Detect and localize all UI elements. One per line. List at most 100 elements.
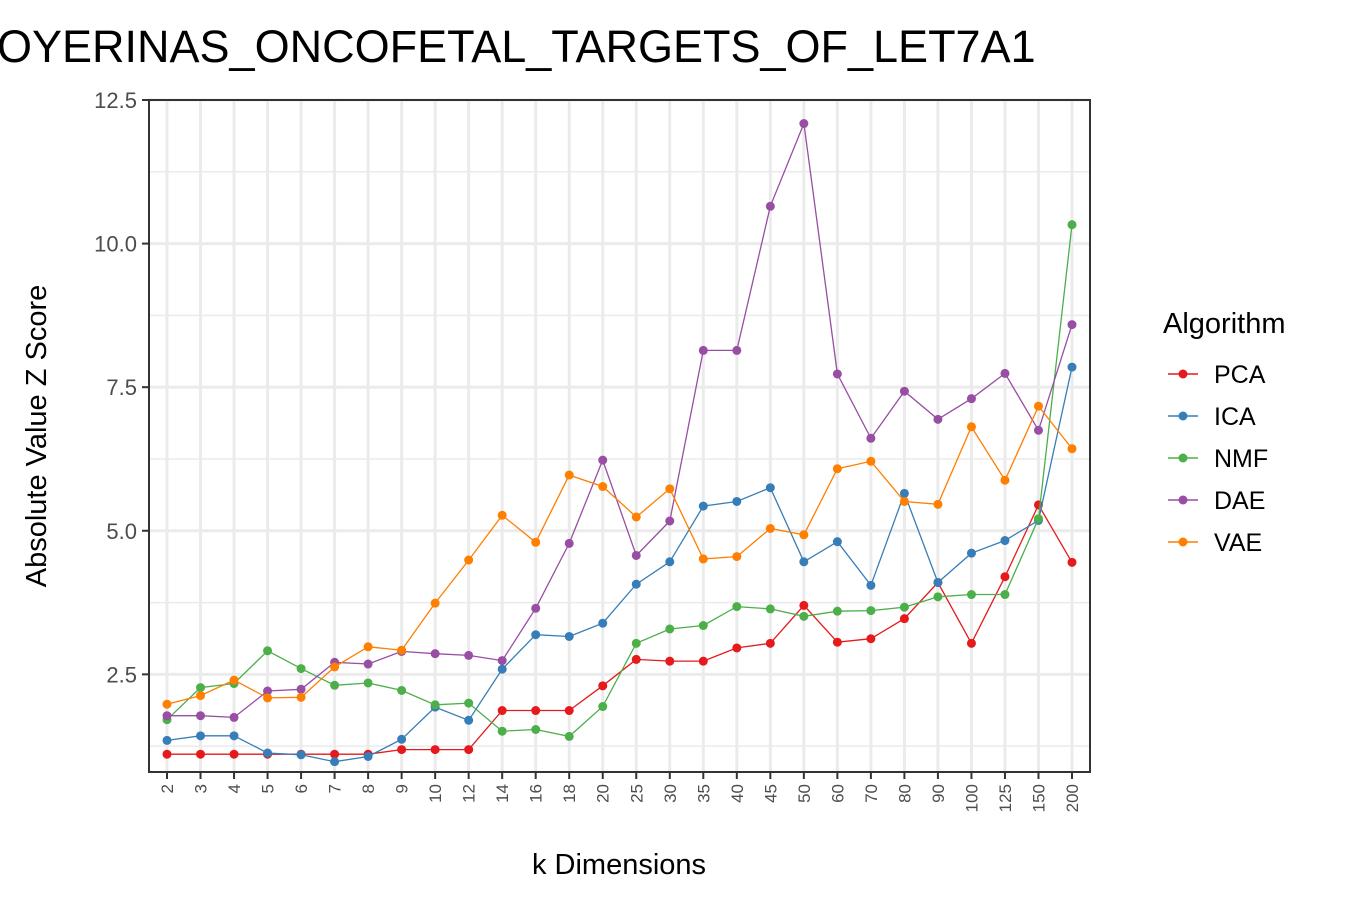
- data-point-nmf: [899, 602, 909, 612]
- data-point-nmf: [631, 638, 641, 648]
- series-line-nmf: [166, 224, 1073, 738]
- data-point-pca: [598, 681, 608, 691]
- x-axis-title: k Dimensions: [532, 849, 706, 881]
- legend-label: NMF: [1214, 445, 1268, 473]
- gridlines: [149, 98, 1090, 772]
- data-point-dae: [1000, 368, 1010, 378]
- x-tick-label: 35: [694, 784, 713, 803]
- data-point-dae: [430, 649, 440, 659]
- data-point-vae: [966, 422, 976, 432]
- x-tick-label: 125: [996, 784, 1015, 812]
- data-point-vae: [296, 692, 306, 702]
- data-point-pca: [196, 749, 206, 759]
- data-point-vae: [397, 645, 407, 655]
- axes: 2.55.07.510.012.52 3 4 5 6 7 8 9 10 12 14 16 18 20 25 3…: [94, 88, 1082, 812]
- data-point-ica: [598, 618, 608, 628]
- data-point-vae: [564, 470, 574, 480]
- data-point-nmf: [263, 646, 273, 656]
- data-point-pca: [698, 656, 708, 666]
- x-tick-label: 50: [795, 784, 814, 803]
- data-point-pca: [430, 745, 440, 755]
- data-point-nmf: [196, 683, 206, 693]
- x-tick-label: 45: [761, 784, 780, 803]
- data-point-ica: [1000, 536, 1010, 546]
- data-point-nmf: [497, 726, 507, 736]
- data-point-pca: [665, 656, 675, 666]
- data-point-vae: [631, 512, 641, 522]
- data-point-dae: [296, 684, 306, 694]
- x-tick-label: 100: [962, 784, 981, 812]
- data-point-dae: [363, 659, 373, 669]
- data-point-nmf: [330, 680, 340, 690]
- data-point-ica: [162, 735, 172, 745]
- legend-item-vae: VAE: [1168, 529, 1262, 557]
- data-point-ica: [497, 664, 507, 674]
- data-point-vae: [1033, 401, 1043, 411]
- data-point-dae: [765, 201, 775, 211]
- data-point-dae: [464, 650, 474, 660]
- data-point-dae: [665, 516, 675, 526]
- data-point-vae: [665, 484, 675, 494]
- chart-title: OYERINAS_ONCOFETAL_TARGETS_OF_LET7A1: [0, 21, 1036, 72]
- data-point-pca: [497, 706, 507, 716]
- data-point-vae: [330, 662, 340, 672]
- data-point-nmf: [296, 664, 306, 674]
- legend-key-point: [1178, 411, 1188, 421]
- data-point-ica: [397, 734, 407, 744]
- data-point-pca: [899, 614, 909, 624]
- data-point-pca: [799, 600, 809, 610]
- data-point-dae: [832, 369, 842, 379]
- x-tick-label: 4: [225, 784, 244, 793]
- data-point-ica: [698, 501, 708, 511]
- x-tick-label: 150: [1029, 784, 1048, 812]
- x-tick-label: 16: [527, 784, 546, 803]
- data-point-nmf: [866, 606, 876, 616]
- data-point-nmf: [665, 624, 675, 634]
- data-point-nmf: [966, 590, 976, 600]
- data-point-ica: [229, 731, 239, 741]
- x-tick-label: 7: [326, 784, 345, 793]
- x-tick-label: 40: [728, 784, 747, 803]
- y-tick-label: 10.0: [94, 232, 137, 257]
- data-point-pca: [397, 745, 407, 755]
- data-point-vae: [799, 530, 809, 540]
- data-point-pca: [564, 706, 574, 716]
- data-point-vae: [899, 496, 909, 506]
- x-tick-label: 90: [929, 784, 948, 803]
- data-point-nmf: [933, 592, 943, 602]
- data-point-pca: [966, 638, 976, 648]
- data-point-dae: [531, 603, 541, 613]
- data-point-nmf: [430, 700, 440, 710]
- data-point-vae: [464, 555, 474, 565]
- data-point-pca: [464, 745, 474, 755]
- y-tick-label: 7.5: [106, 375, 137, 400]
- data-point-ica: [1067, 362, 1077, 372]
- data-point-nmf: [1000, 590, 1010, 600]
- data-point-vae: [1067, 444, 1077, 454]
- legend-key-point: [1178, 453, 1188, 463]
- x-tick-label: 8: [359, 784, 378, 793]
- data-point-vae: [698, 554, 708, 564]
- data-point-nmf: [698, 621, 708, 631]
- x-tick-label: 200: [1063, 784, 1082, 812]
- data-point-dae: [564, 538, 574, 548]
- legend-item-nmf: NMF: [1168, 445, 1268, 473]
- x-tick-label: 14: [493, 784, 512, 803]
- x-tick-label: 60: [828, 784, 847, 803]
- legend: Algorithm PCA ICA NMF DAE VAE: [1163, 308, 1286, 557]
- data-point-nmf: [564, 731, 574, 741]
- legend-label: PCA: [1214, 361, 1266, 389]
- data-point-pca: [330, 749, 340, 759]
- x-tick-label: 80: [895, 784, 914, 803]
- y-tick-label: 12.5: [94, 88, 137, 113]
- data-point-vae: [162, 699, 172, 709]
- data-point-vae: [832, 464, 842, 474]
- data-point-dae: [598, 455, 608, 465]
- data-point-dae: [1033, 425, 1043, 435]
- x-tick-label: 70: [862, 784, 881, 803]
- x-tick-label: 12: [460, 784, 479, 803]
- data-point-vae: [430, 598, 440, 608]
- data-point-nmf: [832, 606, 842, 616]
- y-tick-label: 5.0: [106, 519, 137, 544]
- x-tick-label: 9: [393, 784, 412, 793]
